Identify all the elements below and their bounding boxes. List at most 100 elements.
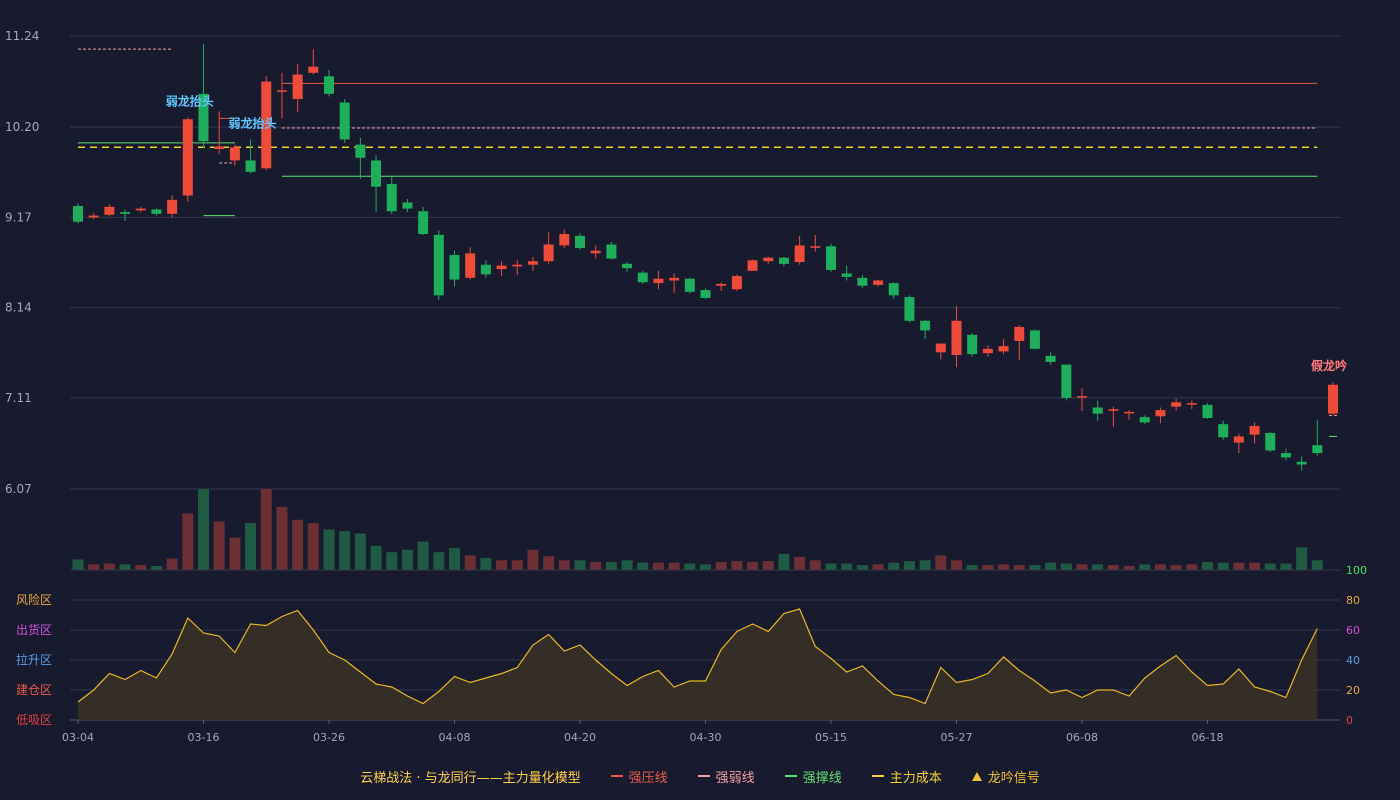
candle	[120, 209, 131, 221]
candle	[1233, 433, 1244, 454]
candle	[904, 295, 915, 323]
candle	[543, 232, 554, 264]
candle-body	[1155, 410, 1166, 417]
candle-body	[449, 255, 460, 280]
legend-item-resist-line[interactable]: 强压线	[610, 767, 668, 786]
candle	[778, 256, 789, 267]
candle-body	[245, 160, 256, 172]
candle-body	[1312, 445, 1323, 454]
volume-bar	[856, 565, 868, 570]
legend-item-support-line[interactable]: 强撑线	[784, 767, 842, 786]
volume-bar	[809, 560, 821, 570]
volume-bar	[182, 513, 194, 570]
volume-bar	[652, 562, 664, 570]
candle	[229, 144, 240, 166]
volume-bar	[198, 489, 209, 570]
volume-bar	[982, 565, 994, 570]
candle	[1014, 325, 1025, 361]
volume-bar	[1154, 564, 1166, 570]
candle	[575, 233, 585, 250]
volume-bar	[762, 561, 774, 570]
volume-bar	[1202, 561, 1213, 570]
candle-body	[402, 202, 413, 209]
legend-label: 龙吟信号	[987, 770, 1040, 786]
legend-label: 主力成本	[889, 770, 942, 786]
volume-bar	[119, 564, 131, 570]
candle	[386, 177, 397, 214]
candle-body	[73, 205, 83, 222]
osc-zone-label: 低吸区	[16, 713, 52, 727]
volume-bar	[778, 553, 790, 570]
candle	[982, 345, 993, 357]
volume-bar	[88, 564, 100, 570]
candle	[104, 204, 115, 217]
candle	[841, 265, 852, 281]
osc-zone-label: 建仓区	[16, 683, 52, 697]
candle	[465, 247, 476, 280]
volume-bar	[872, 564, 884, 570]
candle-body	[1186, 403, 1197, 405]
signal-label: 弱龙抬头	[166, 93, 214, 108]
candle	[1092, 400, 1103, 421]
osc-tick-label: 40	[1346, 654, 1360, 667]
volume-bar	[135, 565, 147, 570]
volume-bar	[637, 562, 649, 570]
volume-bar	[72, 559, 84, 570]
candle	[920, 319, 931, 340]
candle-body	[935, 343, 946, 353]
price-tick-label: 9.17	[5, 210, 32, 224]
volume-bar	[558, 560, 570, 570]
candle-body	[1108, 409, 1119, 411]
legend-item-weak-line[interactable]: 强弱线	[697, 767, 755, 786]
legend-swatch-resist	[610, 775, 623, 777]
candle	[261, 76, 272, 171]
volume-bar	[1280, 563, 1292, 570]
candle	[935, 343, 946, 360]
volume-bar	[1296, 547, 1308, 570]
legend-item-main-cost[interactable]: 主力成本	[871, 767, 942, 786]
legend-item-dragon-signal[interactable]: 龙吟信号	[971, 767, 1040, 786]
price-tick-label: 10.20	[5, 120, 39, 134]
legend-swatch-weak	[697, 775, 710, 777]
candle	[418, 206, 429, 235]
candle	[731, 274, 742, 291]
volume-bar	[1076, 564, 1088, 570]
candle	[1312, 419, 1323, 456]
x-tick-label: 05-27	[941, 731, 973, 744]
candle-body	[951, 320, 962, 355]
x-tick-label: 03-26	[313, 731, 345, 744]
candle	[135, 206, 146, 213]
volume-bar	[1170, 565, 1182, 570]
candle-body	[1202, 404, 1213, 419]
candle	[276, 72, 287, 119]
candle-body	[857, 277, 868, 286]
signal-label: 假龙吟	[1311, 358, 1347, 373]
volume-bar	[684, 563, 696, 570]
candle	[151, 208, 162, 216]
volume-bar	[747, 561, 759, 570]
volume-bar	[903, 561, 915, 570]
candle-body	[308, 66, 319, 73]
osc-line	[77, 608, 1318, 705]
candle-body	[747, 260, 758, 271]
candle	[606, 241, 617, 260]
volume-bar	[590, 561, 602, 570]
osc-tick-label: 0	[1346, 714, 1353, 727]
candle	[559, 229, 570, 249]
triangle-icon	[971, 771, 982, 781]
volume-bar	[543, 556, 555, 570]
volume-bar	[527, 549, 539, 570]
x-tick-label: 04-08	[439, 731, 471, 744]
x-tick-label: 05-15	[815, 731, 847, 744]
candle	[1265, 432, 1276, 453]
candle-body	[575, 235, 585, 249]
price-tick-label: 8.14	[5, 301, 32, 315]
candle	[590, 245, 601, 259]
x-tick-label: 06-08	[1066, 731, 1098, 744]
candle	[1139, 415, 1150, 425]
x-tick-label: 04-30	[690, 731, 722, 744]
volume-bar	[621, 560, 633, 570]
volume-bar	[464, 555, 476, 570]
price-tick-label: 7.11	[5, 391, 32, 405]
volume-bar	[103, 563, 115, 570]
